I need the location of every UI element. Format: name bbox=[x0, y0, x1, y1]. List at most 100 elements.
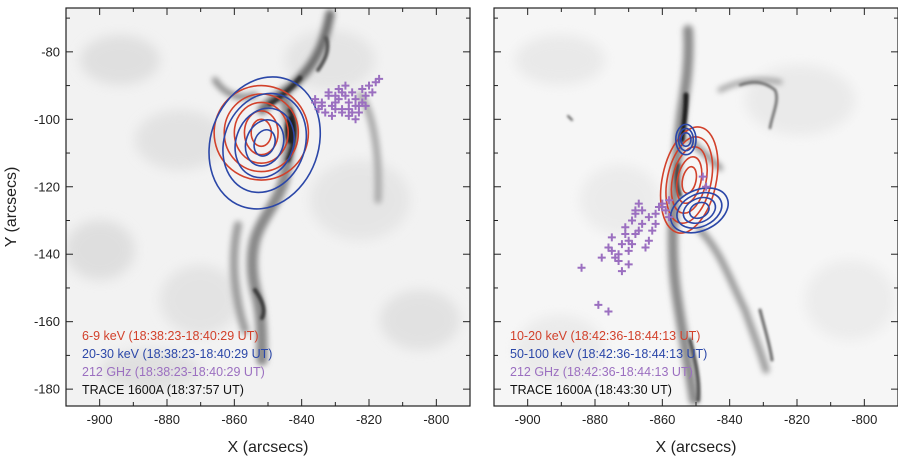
y-tick-label: -80 bbox=[41, 44, 60, 59]
scatter-point bbox=[317, 101, 326, 110]
scatter-point bbox=[644, 236, 653, 245]
scatter-point bbox=[368, 88, 377, 97]
contour-20-30-kev bbox=[234, 107, 295, 179]
legend-entry: 212 GHz (18:38:23-18:40:29 UT) bbox=[82, 365, 265, 379]
scatter-point bbox=[324, 88, 333, 97]
x-tick-label: -820 bbox=[784, 412, 810, 427]
contours-left bbox=[208, 76, 322, 210]
y-axis-title: Y (arcsecs) bbox=[3, 167, 20, 248]
scatter-point bbox=[634, 199, 643, 208]
scatter-point bbox=[638, 219, 647, 228]
contour-10-20-kev bbox=[681, 165, 698, 195]
y-tick-label: -100 bbox=[34, 112, 60, 127]
scatter-point bbox=[577, 263, 586, 272]
scatter-point bbox=[631, 206, 640, 215]
contours-right bbox=[659, 123, 729, 234]
scatter-left bbox=[311, 74, 384, 124]
scatter-point bbox=[594, 300, 603, 309]
scatter-point bbox=[348, 88, 357, 97]
x-axis-title-right: X (arcsecs) bbox=[656, 439, 737, 456]
legend-entry: TRACE 1600A (18:37:57 UT) bbox=[82, 383, 244, 397]
contour-50-100-kev-a bbox=[677, 127, 695, 152]
scatter-point bbox=[634, 226, 643, 235]
scatter-point bbox=[597, 253, 606, 262]
scatter-point bbox=[621, 229, 630, 238]
ticks-right: -900 -880 -860 -840 -820 -800 bbox=[493, 8, 898, 427]
scatter-point bbox=[617, 240, 626, 249]
trace-image-left bbox=[66, 9, 460, 390]
scatter-point bbox=[604, 307, 613, 316]
scatter-point bbox=[331, 91, 340, 100]
contour-6-9-kev bbox=[250, 118, 273, 148]
scatter-point bbox=[365, 81, 373, 90]
scatter-point bbox=[361, 91, 370, 100]
x-tick-label: -840 bbox=[717, 412, 743, 427]
scatter-point bbox=[624, 260, 633, 269]
scatter-point bbox=[341, 81, 350, 90]
contour-50-100-kev-a bbox=[680, 131, 692, 148]
scatter-point bbox=[311, 98, 320, 107]
x-tick-label: -900 bbox=[515, 412, 541, 427]
x-tick-label: -860 bbox=[221, 412, 247, 427]
x-tick-label: -800 bbox=[851, 412, 877, 427]
contour-50-100-kev-b bbox=[688, 201, 710, 220]
scatter-point bbox=[338, 88, 347, 97]
scatter-point bbox=[644, 213, 653, 222]
scatter-point bbox=[351, 115, 360, 124]
scatter-point bbox=[702, 182, 711, 191]
scatter-point bbox=[327, 111, 336, 120]
ticks-left: -900 -880 -860 -840 -820 -800 -80 -100 -120 -140 -… bbox=[34, 8, 471, 427]
right-panel: -900 -880 -860 -840 -820 -800 10-20 keV (18:4… bbox=[493, 7, 898, 427]
legend-entry: 212 GHz (18:42:36-18:44:13 UT) bbox=[510, 365, 693, 379]
contour-10-20-kev bbox=[659, 126, 719, 234]
scatter-point bbox=[698, 172, 707, 181]
y-tick-label: -180 bbox=[34, 382, 60, 397]
legend-right: 10-20 keV (18:42:36-18:44:13 UT) 50-100 k… bbox=[510, 329, 707, 397]
contour-6-9-kev bbox=[213, 84, 310, 181]
scatter-point bbox=[344, 111, 353, 120]
contour-50-100-kev-b bbox=[682, 196, 717, 225]
x-tick-label: -900 bbox=[87, 412, 113, 427]
scatter-point bbox=[617, 267, 626, 276]
scatter-right bbox=[577, 172, 711, 316]
scatter-point bbox=[641, 243, 650, 252]
contour-10-20-kev bbox=[675, 155, 703, 205]
legend-entry: 20-30 keV (18:38:23-18:40:29 UT) bbox=[82, 347, 272, 361]
scatter-point bbox=[658, 203, 667, 211]
x-tick-label: -840 bbox=[289, 412, 315, 427]
contour-50-100-kev-b bbox=[676, 191, 723, 229]
scatter-point bbox=[351, 95, 360, 104]
scatter-point bbox=[628, 240, 637, 249]
scatter-point bbox=[607, 233, 616, 242]
x-tick-label: -880 bbox=[154, 412, 180, 427]
scatter-point bbox=[331, 105, 340, 114]
contour-50-100-kev-b bbox=[669, 187, 729, 234]
contour-50-100-kev-a bbox=[675, 123, 697, 156]
trace-image-right bbox=[515, 25, 895, 405]
legend-entry: 50-100 keV (18:42:36-18:44:13 UT) bbox=[510, 347, 707, 361]
scatter-point bbox=[624, 246, 633, 255]
scatter-point bbox=[354, 108, 363, 117]
y-tick-label: -160 bbox=[34, 314, 60, 329]
legend-entry: 6-9 keV (18:38:23-18:40:29 UT) bbox=[82, 329, 259, 343]
scatter-point bbox=[621, 223, 630, 232]
scatter-point bbox=[358, 84, 367, 93]
scatter-point bbox=[651, 219, 660, 228]
scatter-point bbox=[351, 101, 360, 110]
x-tick-label: -820 bbox=[356, 412, 382, 427]
contour-6-9-kev bbox=[233, 101, 289, 164]
contour-20-30-kev bbox=[222, 92, 308, 194]
scatter-point bbox=[638, 206, 647, 215]
y-tick-label: -120 bbox=[34, 179, 60, 194]
contour-6-9-kev bbox=[243, 110, 279, 156]
legend-left: 6-9 keV (18:38:23-18:40:29 UT) 20-30 keV … bbox=[82, 329, 272, 397]
x-tick-label: -800 bbox=[423, 412, 449, 427]
scatter-point bbox=[361, 101, 370, 110]
scatter-point bbox=[321, 108, 330, 117]
contour-20-30-kev bbox=[208, 76, 322, 210]
scatter-point bbox=[628, 216, 637, 225]
legend-entry: TRACE 1600A (18:43:30 UT) bbox=[510, 383, 672, 397]
scatter-point bbox=[651, 209, 660, 218]
legend-entry: 10-20 keV (18:42:36-18:44:13 UT) bbox=[510, 329, 700, 343]
